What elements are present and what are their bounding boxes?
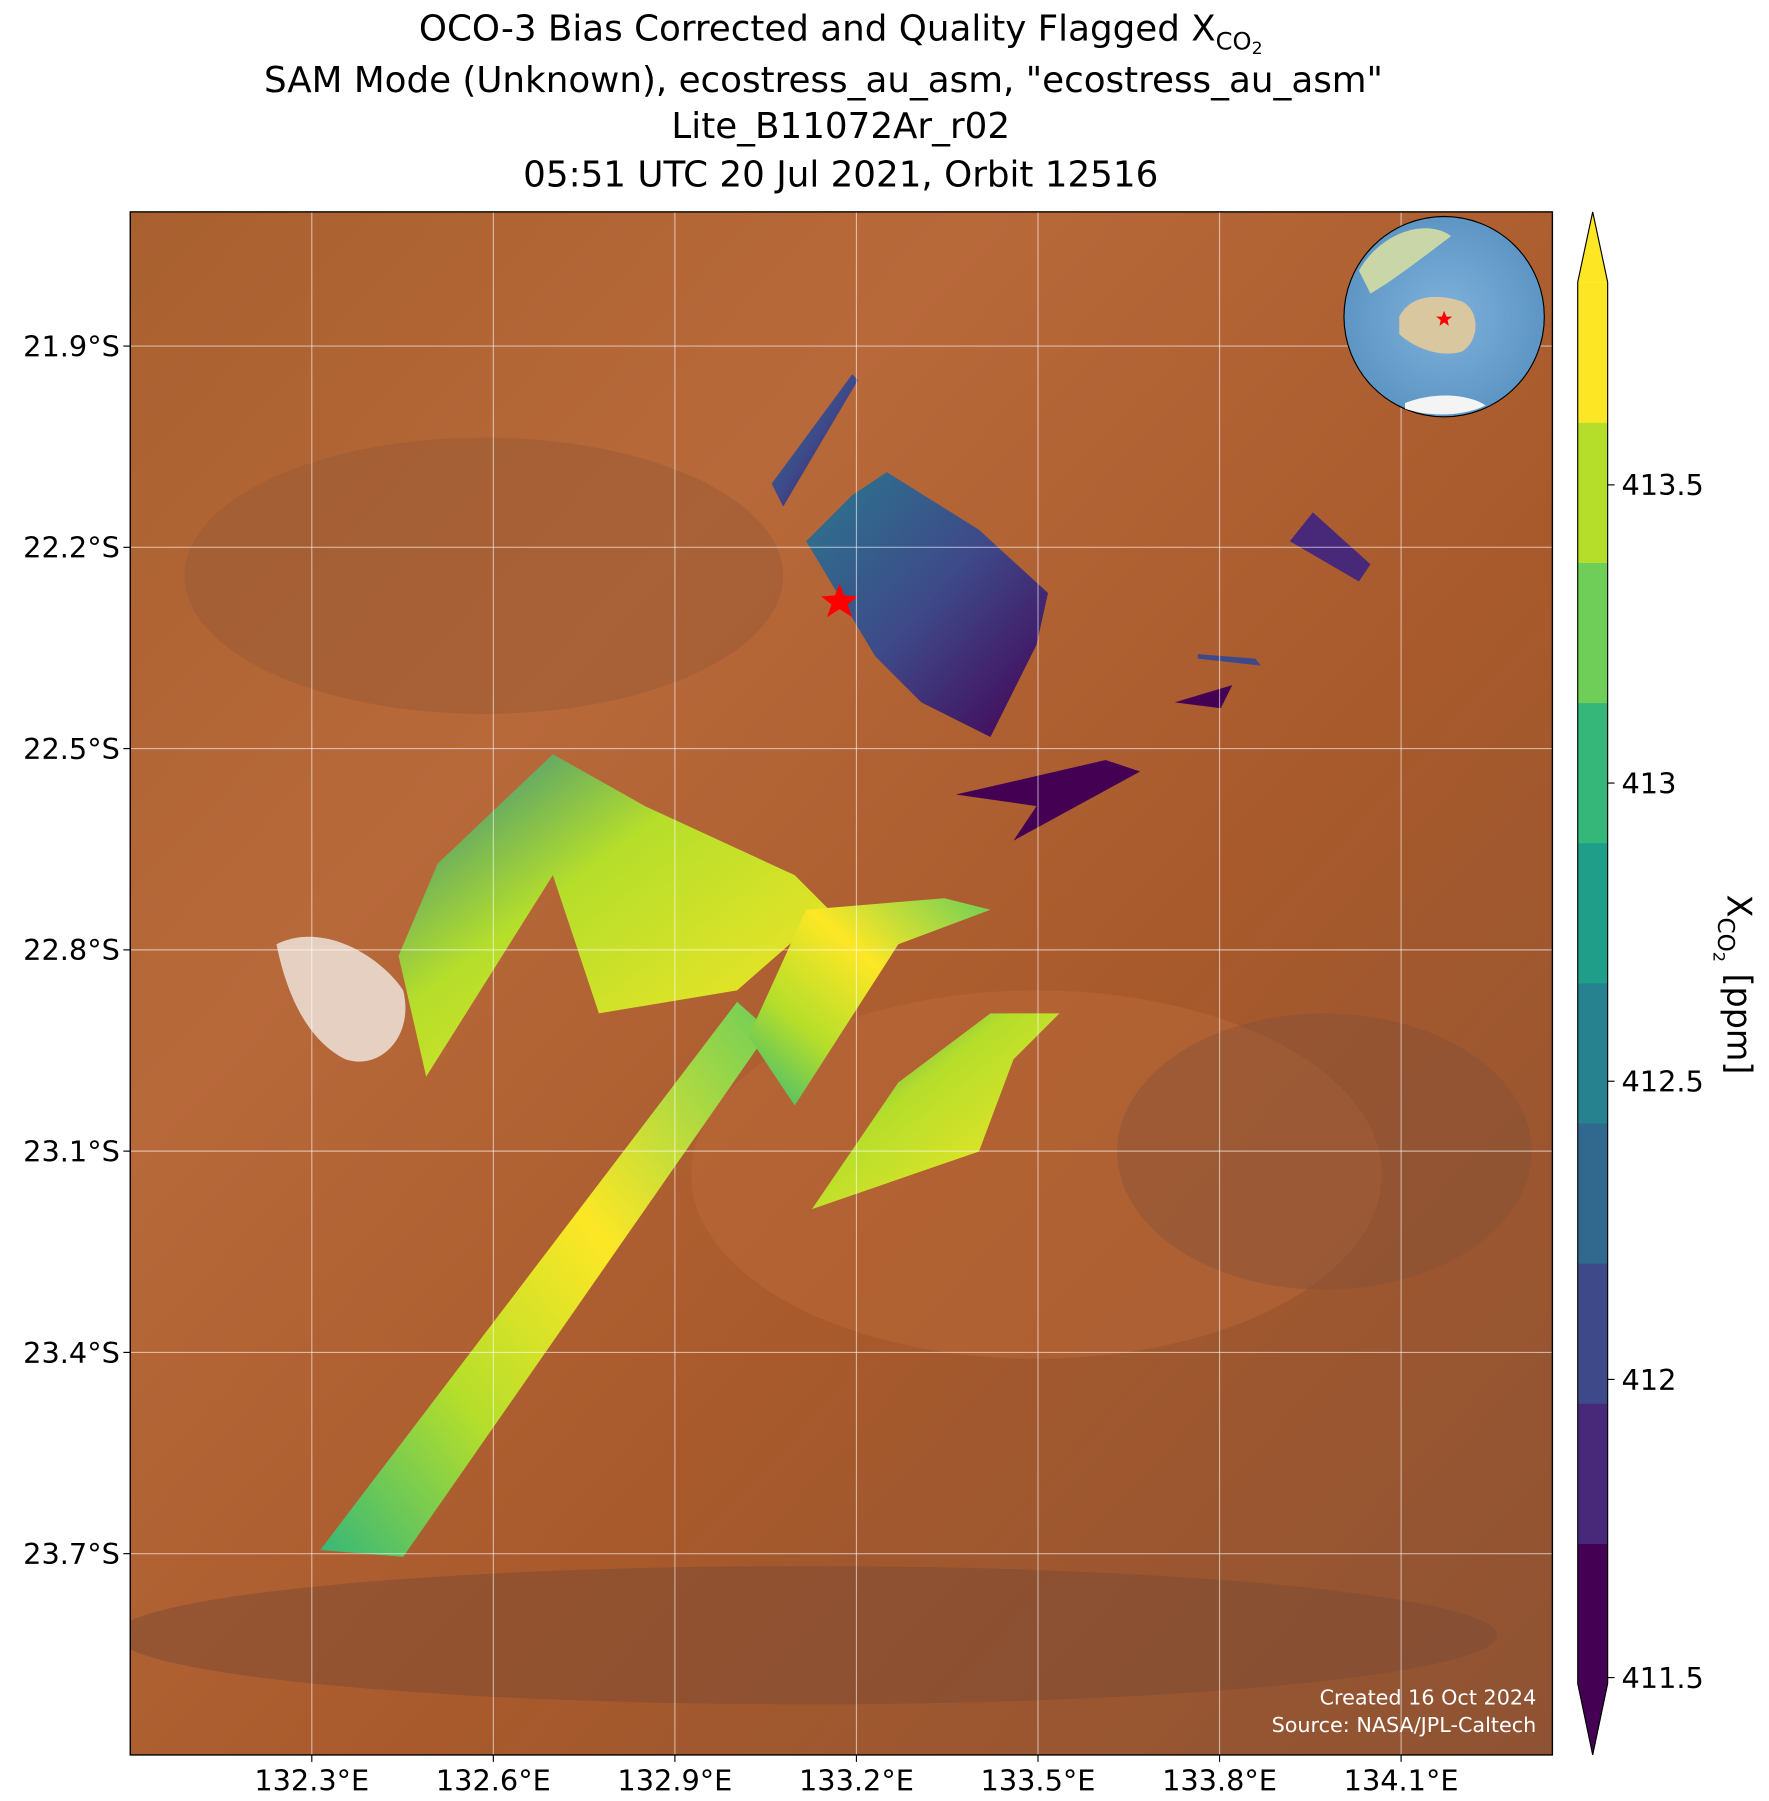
x-tick-label: 133.2°E xyxy=(799,1764,914,1798)
cbar-label-sub: CO xyxy=(1712,918,1738,952)
colorbar-segment xyxy=(1577,1543,1608,1685)
cbar-label-unit: [ppm] xyxy=(1719,974,1758,1075)
map-frame xyxy=(129,211,1554,1756)
y-tick-label: 22.2°S xyxy=(23,531,120,565)
x-tick-label: 133.5°E xyxy=(981,1764,1096,1798)
colorbar-segment xyxy=(1577,562,1608,704)
salt-lake xyxy=(276,936,406,1062)
file-name: Lite_B11072Ar_r02 xyxy=(671,106,1010,147)
title: OCO-3 Bias Corrected and Quality Flagged… xyxy=(419,8,1263,59)
swath xyxy=(1174,685,1233,709)
colorbar-tick-label: 412 xyxy=(1621,1363,1676,1397)
source: Source: NASA/JPL-Caltech xyxy=(1272,1713,1537,1737)
x-tick-label: 132.6°E xyxy=(436,1764,551,1798)
time: 05:51 UTC 20 Jul 2021, Orbit 12516 xyxy=(523,155,1158,196)
basemap xyxy=(130,211,1553,1755)
colorbar-tick-label: 413.5 xyxy=(1621,468,1703,502)
cbar-label-x: X xyxy=(1719,895,1758,918)
colorbar-segment xyxy=(1577,1122,1608,1264)
australia xyxy=(1399,296,1476,354)
swath xyxy=(955,760,1141,841)
title-sub: CO xyxy=(1216,28,1252,56)
swath xyxy=(320,1001,770,1557)
swath xyxy=(771,374,859,507)
y-tick-label: 22.8°S xyxy=(23,933,120,967)
x-tick-label: 132.3°E xyxy=(254,1764,369,1798)
colorbar-outline xyxy=(1577,211,1609,1756)
asia xyxy=(1358,228,1452,294)
colorbar-tick-label: 412.5 xyxy=(1621,1065,1703,1099)
x-tick-label: 134.1°E xyxy=(1344,1764,1459,1798)
ridge xyxy=(130,1566,1497,1705)
colorbar-segment xyxy=(1577,1403,1608,1544)
y-tick-label: 23.7°S xyxy=(23,1537,120,1571)
colorbar-segment xyxy=(1577,842,1608,984)
colorbar-extend-low xyxy=(1577,1683,1608,1755)
title-text: OCO-3 Bias Corrected and Quality Flagged… xyxy=(419,8,1216,49)
subtitle: SAM Mode (Unknown), ecostress_au_asm, "e… xyxy=(264,60,1383,101)
target-star xyxy=(821,583,859,618)
colorbar-tick-label: 413 xyxy=(1621,766,1676,800)
credit: Created 16 Oct 2024 xyxy=(1320,1685,1537,1709)
colorbar-segment xyxy=(1577,422,1608,563)
terrain-patch xyxy=(184,437,784,714)
x-tick-label: 133.8°E xyxy=(1162,1764,1277,1798)
y-tick-label: 23.4°S xyxy=(23,1336,120,1370)
y-tick-label: 21.9°S xyxy=(23,329,120,363)
title-sub2: 2 xyxy=(1252,39,1263,59)
cbar-label-sub2: 2 xyxy=(1710,952,1729,962)
swath xyxy=(811,1013,1060,1210)
globe-star xyxy=(1436,310,1453,326)
colorbar-segment xyxy=(1577,702,1608,844)
terrain-patch xyxy=(691,990,1382,1359)
colorbar-extend-high xyxy=(1577,211,1608,283)
y-tick-label: 22.5°S xyxy=(23,732,120,766)
swath xyxy=(806,472,1049,737)
colorbar-segment xyxy=(1577,982,1608,1124)
colorbar-segment xyxy=(1577,1263,1608,1404)
globe-inset xyxy=(1343,215,1545,418)
swath xyxy=(1197,654,1262,666)
colorbar-tick-label: 411.5 xyxy=(1621,1661,1703,1695)
y-tick-label: 23.1°S xyxy=(23,1134,120,1168)
colorbar-label: XCO2 [ppm] xyxy=(1710,895,1759,1075)
swath xyxy=(398,754,830,1077)
x-tick-label: 132.9°E xyxy=(617,1764,732,1798)
colorbar-segment xyxy=(1577,282,1608,423)
antarctica xyxy=(1404,395,1486,415)
colorbar: 411.5 412 412.5 413 413.5 xyxy=(1577,211,1704,1756)
grid xyxy=(130,211,1553,1755)
